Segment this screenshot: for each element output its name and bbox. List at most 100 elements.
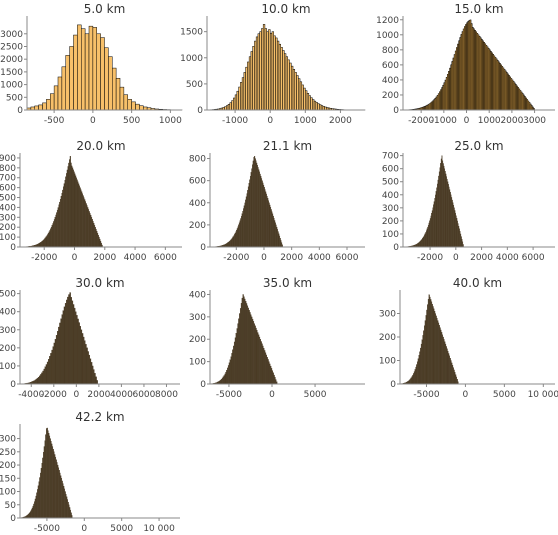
histogram-bar <box>252 46 255 111</box>
x-tick-label: -5000 <box>216 390 242 400</box>
histogram-bar <box>73 34 78 111</box>
histogram-bar <box>68 294 70 385</box>
x-tick-label: 5000 <box>493 390 516 400</box>
histogram-bar <box>55 335 58 385</box>
histogram-bar <box>104 47 109 111</box>
y-tick-label: 200 <box>382 217 399 227</box>
histogram-bar <box>64 303 67 385</box>
x-tick-label: -2000 <box>31 253 57 263</box>
y-tick-label: 0 <box>197 106 203 116</box>
histogram-bar <box>46 99 51 111</box>
histogram-bar <box>248 56 252 111</box>
histogram-bar <box>231 100 234 111</box>
histogram-bar <box>58 326 60 385</box>
x-tick-label: 3000 <box>523 116 546 126</box>
histogram-panel: 25.0 km -2000 0 2000 4000 6000 0 100 200 300 400 50… <box>382 139 555 263</box>
histogram-bar <box>271 31 274 111</box>
y-tick-label: 0 <box>200 380 206 390</box>
y-tick-label: 600 <box>382 61 399 71</box>
histogram-bar <box>127 99 132 111</box>
x-tick-label: -2000 <box>408 116 434 126</box>
x-tick-label: 10 000 <box>143 524 175 534</box>
y-tick-label: 900 <box>0 154 16 164</box>
histogram-bar <box>301 84 304 111</box>
x-tick-label: 2000 <box>87 390 110 400</box>
histogram-bar <box>69 292 71 385</box>
histogram-bar <box>85 344 87 385</box>
x-tick-label: -5000 <box>34 524 60 534</box>
x-tick-label: 0 <box>72 253 78 263</box>
histogram-bar <box>53 85 59 111</box>
histogram-bar <box>310 97 313 111</box>
y-tick-label: 0 <box>200 243 206 253</box>
x-tick-label: 2000 <box>329 116 352 126</box>
chart-title: 35.0 km <box>263 276 312 290</box>
histogram-bar <box>89 358 92 385</box>
y-tick-label: 200 <box>0 344 16 354</box>
x-tick-label: 4000 <box>496 253 519 263</box>
histogram-bar <box>39 375 41 385</box>
y-tick-label: 200 <box>0 461 16 471</box>
histogram-bar <box>233 97 236 111</box>
y-tick-label: 0 <box>393 106 399 116</box>
histogram-bar <box>52 346 54 385</box>
histogram-bar <box>69 46 74 111</box>
histogram-bar <box>320 105 324 111</box>
histogram-bar <box>45 364 48 385</box>
histogram-bar <box>298 78 301 111</box>
histogram-bar <box>38 104 43 111</box>
y-tick-label: 1000 <box>180 54 203 64</box>
histogram-bar <box>299 81 303 111</box>
y-tick-label: 0 <box>390 380 396 390</box>
histogram-bar <box>100 37 105 111</box>
y-tick-label: 1500 <box>0 68 23 78</box>
histogram-bar <box>59 322 61 385</box>
y-tick-label: 800 <box>189 155 206 165</box>
y-tick-label: 800 <box>382 46 399 56</box>
histogram-bar <box>285 56 289 111</box>
histogram-bar <box>71 300 74 385</box>
y-tick-label: 0 <box>393 243 399 253</box>
y-tick-label: 2500 <box>0 42 23 52</box>
histogram-bar <box>84 340 86 385</box>
y-tick-label: 100 <box>0 233 16 243</box>
y-tick-label: 300 <box>0 435 16 445</box>
histogram-bar <box>63 306 66 385</box>
histogram-panel: 15.0 km-2000-1000 0 1000 2000 30000200400600… <box>376 2 555 126</box>
y-tick-label: 150 <box>0 474 16 484</box>
histogram-bar <box>88 354 91 385</box>
histogram-bar <box>229 102 232 111</box>
y-tick-label: 0 <box>10 514 16 524</box>
x-tick-label: -2000 <box>41 390 67 400</box>
histogram-bar <box>37 376 40 385</box>
chart-title: 10.0 km <box>261 2 310 16</box>
histogram-bar <box>296 75 299 111</box>
x-tick-label: 0 <box>267 116 273 126</box>
y-tick-label: 100 <box>0 488 16 498</box>
histogram-bar <box>67 296 69 385</box>
histogram-bar <box>317 103 320 111</box>
histogram-panel: 40.0 km -5000 0 5000 10 000 0 100 200 300 <box>379 276 558 400</box>
histogram-bar <box>81 28 86 111</box>
histogram-bar <box>82 336 85 385</box>
histogram-bar <box>80 329 83 385</box>
histogram-bar <box>227 104 231 111</box>
x-tick-label: 0 <box>261 253 267 263</box>
histogram-bar <box>266 31 269 111</box>
y-tick-label: 500 <box>6 93 23 103</box>
y-tick-label: 700 <box>0 174 16 184</box>
histogram-bar <box>66 299 68 385</box>
histogram-bar <box>112 67 117 111</box>
y-tick-label: 200 <box>0 223 16 233</box>
y-tick-label: 400 <box>189 290 206 300</box>
histogram-bar <box>275 37 278 111</box>
histogram-bar <box>262 24 266 111</box>
histogram-bar <box>53 342 56 385</box>
histogram-panel: 5.0 km -500 0 500 1000 0 500 1000 1500 2000 2500 30… <box>0 2 183 126</box>
x-tick-label: 6000 <box>336 253 359 263</box>
histogram-bar <box>87 351 89 385</box>
histogram-bar <box>42 102 47 111</box>
histogram-bar <box>294 72 297 111</box>
x-tick-label: 0 <box>463 390 469 400</box>
y-tick-label: 500 <box>0 290 16 300</box>
